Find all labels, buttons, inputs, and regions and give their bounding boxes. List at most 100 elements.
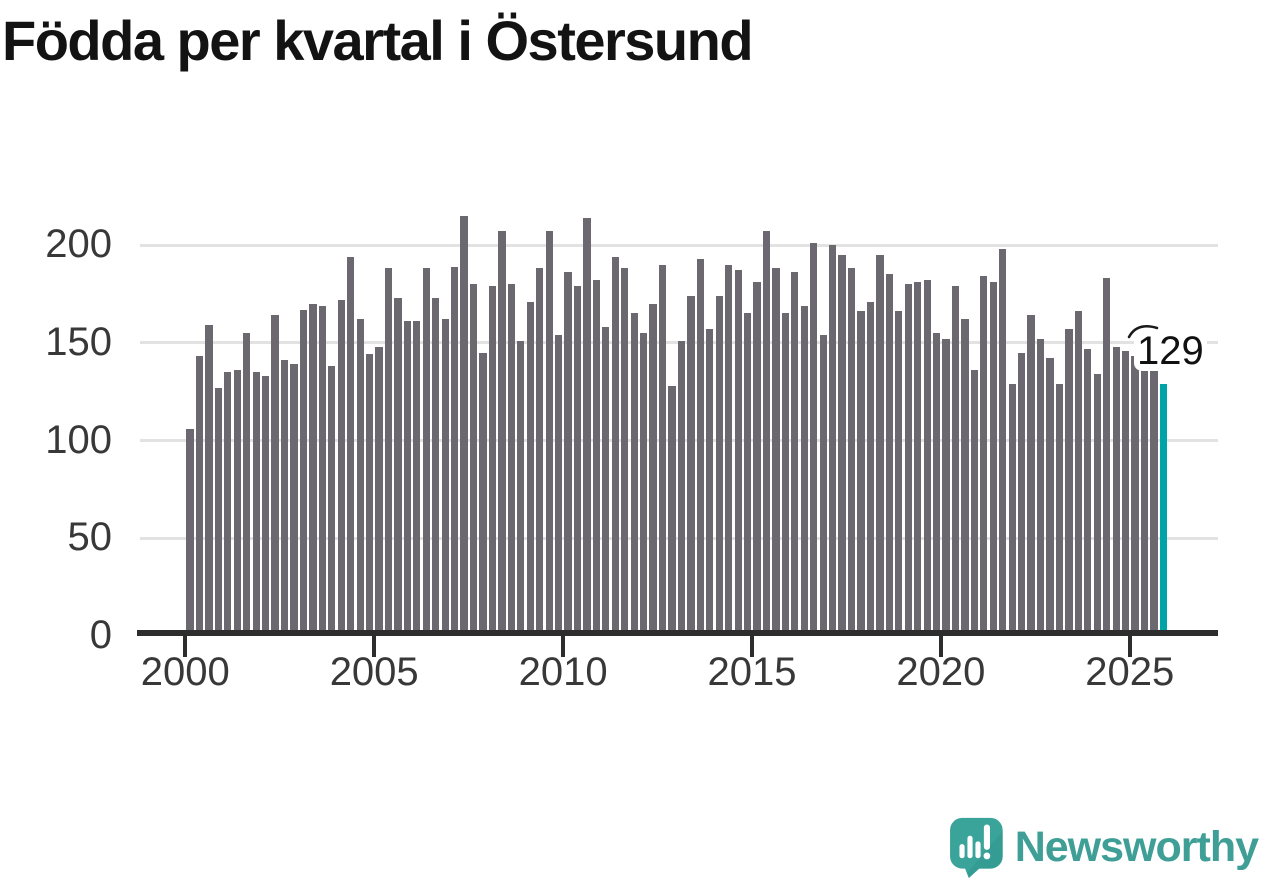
newsworthy-logo: Newsworthy — [948, 816, 1259, 878]
bar — [328, 366, 336, 636]
x-tick-label: 2020 — [896, 650, 986, 694]
chart-title: Födda per kvartal i Östersund — [2, 9, 754, 72]
bar — [772, 268, 780, 636]
bar — [800, 305, 808, 636]
y-gridline — [140, 243, 1218, 247]
bar — [394, 297, 402, 636]
bar — [753, 282, 761, 636]
x-axis-tick — [1127, 636, 1132, 657]
bar — [318, 305, 326, 636]
bar — [469, 284, 478, 636]
bar — [554, 334, 563, 636]
bar — [536, 268, 544, 636]
bar — [961, 319, 969, 636]
bar — [677, 340, 686, 636]
bar — [904, 284, 912, 636]
bar — [252, 372, 260, 636]
bar — [640, 332, 648, 636]
bar — [1055, 383, 1064, 636]
bar — [810, 243, 818, 636]
bar — [781, 313, 790, 636]
bar — [923, 280, 931, 636]
x-axis-tick — [372, 636, 377, 657]
bar — [224, 372, 232, 636]
x-tick-label: 2025 — [1085, 650, 1175, 694]
bar — [1140, 366, 1149, 636]
bar — [658, 264, 667, 636]
bar — [347, 256, 355, 636]
bar — [299, 309, 308, 636]
bar — [280, 360, 289, 636]
bar — [233, 370, 241, 636]
bar — [895, 311, 903, 636]
bar — [1018, 352, 1026, 636]
bar — [876, 254, 884, 636]
bar — [195, 356, 204, 636]
bar — [1121, 350, 1130, 636]
bar — [791, 272, 799, 636]
bar — [592, 280, 601, 636]
bar — [479, 352, 487, 636]
x-axis-tick — [561, 636, 566, 657]
bar — [375, 346, 383, 636]
annotation-leader-icon — [1127, 325, 1159, 339]
bar — [951, 286, 960, 636]
bar — [914, 282, 922, 636]
bar — [460, 215, 468, 636]
bar — [687, 295, 695, 636]
bar — [1103, 278, 1111, 636]
x-axis-tick — [750, 636, 754, 657]
x-tick-label: 2000 — [140, 650, 230, 694]
bar — [413, 321, 421, 636]
bar — [1150, 368, 1158, 636]
x-tick-label: 2010 — [518, 650, 608, 694]
bar — [498, 231, 506, 636]
newsworthy-bubble-icon — [950, 817, 1003, 878]
bar — [262, 375, 270, 636]
bar — [885, 274, 893, 636]
bar — [365, 354, 374, 636]
bar — [1027, 315, 1035, 636]
last-value-label: 129 — [1134, 331, 1207, 371]
bar — [866, 301, 875, 636]
bar — [186, 428, 194, 636]
bar — [630, 313, 638, 636]
x-axis-tick — [938, 636, 943, 657]
bar — [545, 231, 553, 636]
bar — [706, 329, 714, 636]
bar-highlighted — [1159, 383, 1168, 636]
bar — [384, 268, 393, 636]
bar — [743, 313, 752, 636]
bar — [488, 286, 497, 636]
bar — [611, 256, 619, 636]
bar — [1093, 374, 1101, 636]
bar — [725, 264, 733, 636]
bar — [422, 268, 430, 636]
y-tick-label: 0 — [89, 613, 112, 657]
bar — [432, 297, 440, 636]
bar — [970, 370, 979, 636]
bar — [271, 315, 279, 636]
bar — [989, 282, 997, 636]
bar — [1008, 383, 1016, 636]
bar — [1065, 329, 1073, 636]
bar — [696, 258, 704, 636]
bar — [847, 268, 856, 636]
y-tick-label: 100 — [45, 417, 112, 462]
x-tick-label: 2005 — [329, 650, 419, 694]
bar — [337, 299, 345, 636]
bar — [507, 284, 515, 636]
bar — [290, 364, 298, 636]
bar — [942, 338, 950, 636]
bar — [205, 325, 213, 636]
bar — [734, 270, 742, 636]
bar — [980, 276, 988, 636]
bar — [838, 254, 846, 636]
bar — [668, 385, 676, 636]
x-axis-line — [137, 630, 1218, 636]
bar — [1074, 311, 1082, 636]
bar — [583, 217, 591, 636]
x-tick-label: 2015 — [707, 650, 797, 694]
bar — [649, 303, 657, 636]
